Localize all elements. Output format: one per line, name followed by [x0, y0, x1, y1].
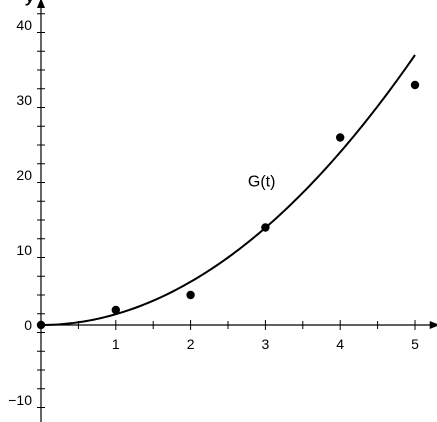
- data-point: [186, 290, 195, 300]
- axes: [37, 0, 437, 422]
- data-point: [410, 80, 420, 90]
- x-tick-label: 5: [411, 336, 419, 352]
- curve-label: G(t): [248, 173, 276, 190]
- data-point: [111, 305, 121, 315]
- curve-g-of-t: [40, 54, 416, 326]
- x-tick-label: 4: [336, 336, 344, 352]
- data-point: [36, 320, 46, 330]
- x-axis-arrow: [429, 321, 437, 329]
- y-tick-label: 0: [24, 317, 32, 333]
- y-tick-label: 20: [16, 167, 32, 183]
- tick-labels: 1 2 3 4 5 −10 0 10 20 30 40: [8, 17, 419, 408]
- data-point: [336, 133, 345, 142]
- y-tick-label: −10: [8, 392, 32, 408]
- x-tick-label: 1: [112, 336, 120, 352]
- y-axis-arrow: [37, 0, 45, 8]
- y-tick-label: 30: [16, 92, 32, 108]
- x-tick-label: 2: [187, 336, 195, 352]
- ticks: [37, 13, 416, 408]
- data-point: [261, 223, 270, 232]
- y-axis-label: y: [25, 0, 36, 6]
- data-points: [36, 80, 420, 330]
- x-tick-label: 3: [262, 336, 270, 352]
- y-tick-label: 10: [16, 242, 32, 258]
- y-tick-label: 40: [16, 17, 32, 33]
